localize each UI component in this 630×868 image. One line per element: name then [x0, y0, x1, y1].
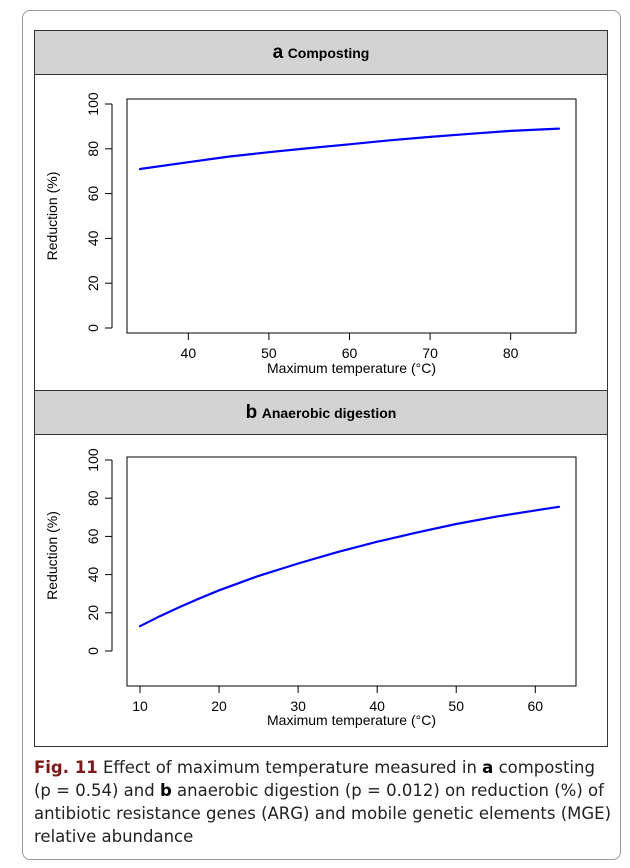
caption-letter-a: a [482, 758, 494, 777]
chart-b-plot-box [126, 456, 577, 687]
chart-b-x-tick-label: 10 [132, 698, 148, 714]
figure-frame [22, 10, 621, 860]
chart-a-x-tick-label: 60 [342, 345, 358, 361]
chart-b-y-tick-label: 40 [85, 567, 101, 583]
caption-label: Fig. 11 [34, 758, 98, 777]
chart-a-x-axis-label: Maximum temperature (°C) [267, 360, 436, 376]
chart-a-y-tick-label: 20 [85, 275, 101, 291]
chart-a-x-tick-label: 50 [261, 345, 277, 361]
chart-b-x-tick-label: 40 [369, 698, 385, 714]
caption-text-2: composting (p = 0.54) and [34, 758, 595, 800]
chart-b-y-tick-label: 60 [85, 528, 101, 544]
panel-b-title: Anaerobic digestion [261, 405, 397, 421]
panel-a: a Composting 0 20 40 60 80 100 40 50 60 70 80 Maxim… [34, 30, 608, 390]
chart-b-y-tick-label: 100 [85, 448, 101, 472]
chart-b-x-tick-label: 20 [211, 698, 227, 714]
chart-a-y-tick-label: 80 [85, 141, 101, 157]
chart-a-series-line [138, 127, 561, 171]
panel-a-letter: a [272, 42, 284, 63]
caption-letter-b: b [159, 781, 172, 800]
panel-b: b Anaerobic digestion 0 20 40 60 80 100 10 20 30… [34, 390, 608, 747]
panel-b-header: b Anaerobic digestion [35, 391, 607, 435]
chart-a-y-axis-label: Reduction (%) [44, 172, 60, 261]
chart-a-y-tick-label: 0 [85, 324, 101, 332]
chart-a: 0 20 40 60 80 100 40 50 60 70 80 Maximum temperatur… [44, 92, 577, 376]
figure-caption: Fig. 11 Effect of maximum temperature me… [34, 756, 612, 848]
chart-a-y-tick-label: 100 [85, 92, 101, 116]
panel-a-header: a Composting [35, 31, 607, 75]
chart-a-y-tick-label: 40 [85, 230, 101, 246]
chart-b-series-line [138, 505, 561, 628]
panel-a-title: Composting [287, 45, 370, 61]
chart-b-y-tick-label: 80 [85, 490, 101, 506]
chart-a-x-tick-label: 40 [181, 345, 197, 361]
chart-a-y-tick-label: 60 [85, 186, 101, 202]
chart-a-plot-box [126, 98, 577, 334]
chart-b-x-tick-label: 50 [448, 698, 464, 714]
chart-b-y-axis-label: Reduction (%) [44, 511, 60, 600]
panel-b-letter: b [245, 402, 258, 423]
chart-b-x-tick-label: 60 [527, 698, 543, 714]
chart-b-x-tick-label: 30 [290, 698, 306, 714]
caption-text-3: anaerobic digestion (p = 0.012) on reduc… [34, 781, 612, 846]
chart-b-y-tick-label: 0 [85, 647, 101, 655]
chart-b-y-tick-label: 20 [85, 605, 101, 621]
chart-a-x-tick-label: 80 [503, 345, 519, 361]
chart-b: 0 20 40 60 80 100 10 20 30 40 50 60 Maximum temperat… [44, 448, 577, 728]
chart-a-x-tick-label: 70 [422, 345, 438, 361]
caption-text-1: Effect of maximum temperature measured i… [102, 758, 477, 777]
chart-b-x-axis-label: Maximum temperature (°C) [267, 712, 436, 728]
